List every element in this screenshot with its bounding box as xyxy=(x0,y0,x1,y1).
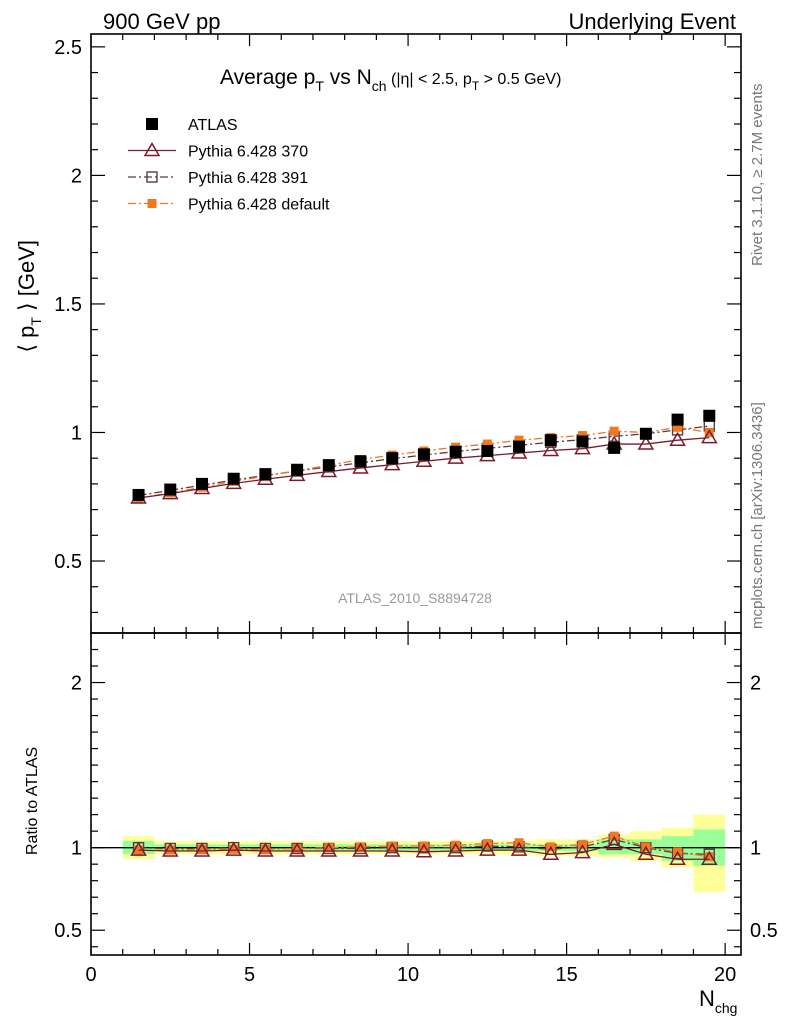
main-point-0 xyxy=(481,444,494,457)
main-point-1 xyxy=(574,440,591,455)
legend-label: ATLAS xyxy=(188,117,238,134)
main-point-0 xyxy=(544,434,557,447)
main-point-3 xyxy=(482,439,492,449)
ratio-y-tick-label: 0.5 xyxy=(54,920,82,942)
y-tick-label: 1 xyxy=(71,422,82,444)
ratio-point-1 xyxy=(605,835,623,851)
ratio-point-1 xyxy=(288,842,306,857)
ratio-point-1 xyxy=(415,843,433,858)
legend-label: Pythia 6.428 370 xyxy=(188,144,308,161)
ratio-point-3 xyxy=(356,842,366,852)
analysis-watermark: ATLAS_2010_S8894728 xyxy=(338,590,492,606)
y-tick-label: 0.5 xyxy=(54,551,82,573)
ratio-point-3 xyxy=(292,843,302,853)
main-point-1 xyxy=(669,431,686,446)
main-point-0 xyxy=(386,452,399,465)
main-point-0 xyxy=(132,488,145,501)
ratio-point-1 xyxy=(130,841,147,856)
ratio-point-3 xyxy=(324,843,334,853)
ratio-point-1 xyxy=(320,842,338,857)
plot-title: Average pT vs Nch (|η| < 2.5, pT > 0.5 G… xyxy=(220,66,561,94)
x-tick-label: 5 xyxy=(244,964,255,986)
main-point-1 xyxy=(637,435,655,450)
uncertainty-band-green xyxy=(598,839,631,855)
main-point-1 xyxy=(700,429,718,444)
main-point-0 xyxy=(164,483,177,496)
main-line-3 xyxy=(138,426,710,499)
ratio-panel-frame xyxy=(90,632,742,956)
ratio-point-1 xyxy=(225,841,242,856)
main-point-0 xyxy=(322,459,335,472)
x-axis-label: Nchg xyxy=(699,986,737,1016)
legend-label: Pythia 6.428 default xyxy=(188,197,330,214)
ratio-point-1 xyxy=(574,844,591,859)
ratio-y-tick-label-right: 0.5 xyxy=(750,920,778,942)
ratio-point-1 xyxy=(193,842,211,857)
main-point-0 xyxy=(354,455,367,468)
main-point-0 xyxy=(417,448,430,461)
x-tick-label: 10 xyxy=(397,964,419,986)
ratio-point-3 xyxy=(229,844,239,854)
legend-marker xyxy=(143,142,161,157)
x-tick-label: 0 xyxy=(85,964,96,986)
ratio-point-1 xyxy=(161,842,179,857)
ratio-point-1 xyxy=(510,841,528,856)
ratio-point-1 xyxy=(669,850,686,865)
ratio-point-3 xyxy=(165,845,175,855)
rivet-annotation: Rivet 3.1.10, ≥ 2.7M events xyxy=(749,84,766,267)
main-point-0 xyxy=(608,441,621,454)
ratio-point-3 xyxy=(197,844,207,854)
main-point-0 xyxy=(576,435,589,448)
ratio-point-3 xyxy=(387,841,397,851)
ratio-point-1 xyxy=(700,850,718,865)
main-point-3 xyxy=(514,435,524,445)
main-point-0 xyxy=(449,445,462,458)
main-point-0 xyxy=(227,472,240,485)
legend-marker xyxy=(147,199,157,208)
main-point-0 xyxy=(195,477,208,490)
ratio-point-1 xyxy=(542,845,560,861)
main-point-0 xyxy=(703,409,716,422)
ratio-point-3 xyxy=(704,852,714,862)
ratio-y-tick-label-right: 1 xyxy=(750,838,761,860)
ratio-y-tick-label: 2 xyxy=(71,673,82,695)
legend-marker xyxy=(146,171,158,183)
main-point-3 xyxy=(673,422,683,432)
ratio-point-1 xyxy=(479,841,496,856)
ratio-point-1 xyxy=(257,842,274,857)
y-tick-label: 2 xyxy=(71,165,82,187)
y-axis-label-ratio: Ratio to ATLAS xyxy=(24,747,41,855)
ratio-y-tick-label: 1 xyxy=(71,838,82,860)
mcplots-annotation: mcplots.cern.ch [arXiv:1306.3436] xyxy=(749,402,766,629)
ratio-point-1 xyxy=(447,842,464,857)
legend-label: Pythia 6.428 391 xyxy=(188,170,308,187)
ratio-point-3 xyxy=(260,844,270,854)
main-point-0 xyxy=(259,468,272,481)
x-tick-label: 20 xyxy=(714,964,736,986)
ratio-line-1 xyxy=(138,843,710,860)
ratio-y-tick-label-right: 2 xyxy=(750,673,761,695)
ratio-point-1 xyxy=(383,842,401,857)
y-axis-label-main: ⟨ pT ⟩ [GeV] xyxy=(14,240,44,353)
y-tick-label: 1.5 xyxy=(54,294,82,316)
main-point-3 xyxy=(609,426,619,436)
legend: ATLAS Pythia 6.428 370 Pythia 6.428 391 Pyt… xyxy=(128,117,330,214)
x-tick-label: 15 xyxy=(555,964,577,986)
main-point-3 xyxy=(704,427,714,437)
header-left: 900 GeV pp xyxy=(103,9,220,34)
main-point-0 xyxy=(513,440,526,453)
main-point-0 xyxy=(671,413,684,426)
main-point-1 xyxy=(542,441,560,457)
header-right: Underlying Event xyxy=(568,9,736,34)
main-point-0 xyxy=(639,427,652,440)
legend-marker xyxy=(146,118,158,130)
y-tick-label: 2.5 xyxy=(54,37,82,59)
data-series xyxy=(130,409,718,865)
ratio-point-1 xyxy=(637,845,655,861)
ratio-point-1 xyxy=(352,842,369,857)
axis-ticks: 0 5 10 15 20 0.5 1 1.5 2 2.5 0.5 0.5 1 1 2 2 xyxy=(54,34,778,986)
main-point-0 xyxy=(291,463,304,476)
